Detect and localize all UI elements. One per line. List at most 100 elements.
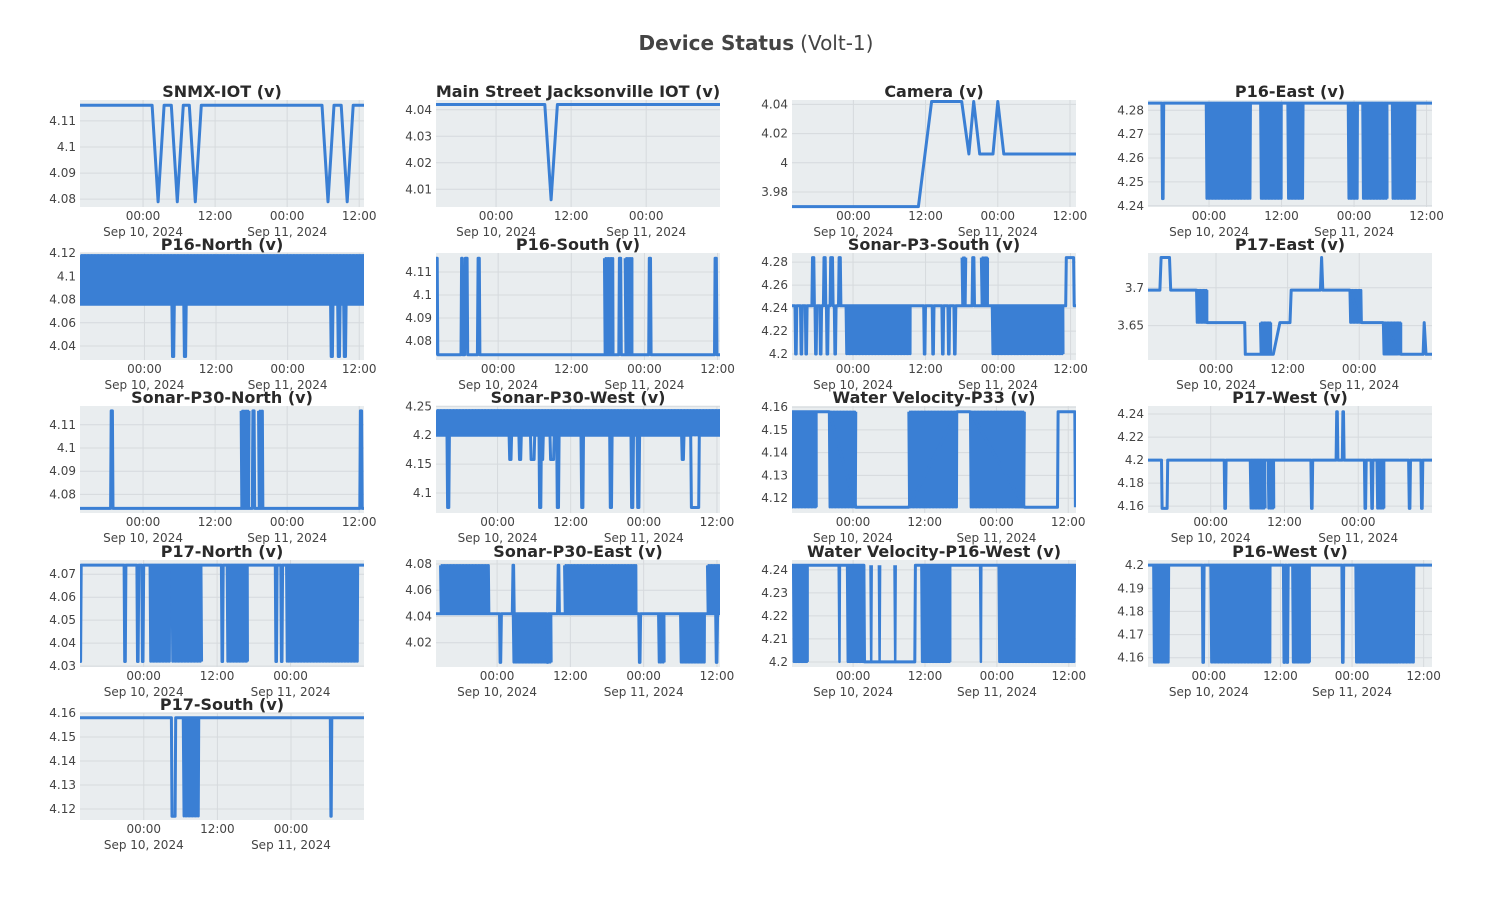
y-tick-label: 4.21 xyxy=(761,632,788,646)
subplots-grid: 4.08 4.09 4.1 4.11 00:00 Sep 10, 2024 12:00 00:… xyxy=(49,82,1444,852)
oscillation-band xyxy=(1354,563,1416,664)
trace-group xyxy=(436,563,720,664)
series-line xyxy=(80,563,364,663)
y-tick-label: 4.09 xyxy=(49,464,76,478)
y-tick-label: 4.13 xyxy=(761,468,788,482)
y-tick-label: 4.14 xyxy=(761,446,788,460)
subplot-water-velocity-p16-west: 4.2 4.21 4.22 4.23 4.24 00:00 Sep 10, 2024 12:0… xyxy=(761,542,1086,699)
x-tick-label: 00:00 xyxy=(270,515,305,529)
x-tick-label: 12:00 xyxy=(700,515,735,529)
x-tick-date-label: Sep 11, 2024 xyxy=(958,378,1038,392)
x-tick-label: 00:00 xyxy=(127,362,162,376)
series-line xyxy=(1148,101,1432,201)
y-tick-label: 4.28 xyxy=(761,255,788,269)
x-tick-label: 12:00 xyxy=(1051,515,1086,529)
y-tick-label: 4.03 xyxy=(405,129,432,143)
x-tick-label: 00:00 xyxy=(273,669,308,683)
x-tick-date-label: Sep 10, 2024 xyxy=(104,378,184,392)
figure-title: Device Status (Volt-1) xyxy=(639,31,874,55)
x-tick-label: 12:00 xyxy=(553,669,588,683)
x-tick-date-label: Sep 10, 2024 xyxy=(104,685,184,699)
oscillation-band xyxy=(827,410,858,509)
y-tick-label: 4.1 xyxy=(57,269,76,283)
y-tick-label: 4.28 xyxy=(1117,103,1144,117)
trace-group xyxy=(80,563,364,663)
x-tick-label: 00:00 xyxy=(1341,515,1376,529)
x-tick-label: 12:00 xyxy=(200,822,235,836)
x-tick-label: 12:00 xyxy=(198,515,233,529)
x-tick-label: 12:00 xyxy=(700,669,735,683)
oscillation-band xyxy=(1291,563,1311,664)
y-tick-label: 3.65 xyxy=(1117,319,1144,333)
trace-group xyxy=(80,716,364,818)
y-tick-label: 3.98 xyxy=(761,185,788,199)
y-tick-label: 4.04 xyxy=(49,636,76,650)
x-tick-label: 00:00 xyxy=(126,669,161,683)
plot-area xyxy=(80,406,364,513)
x-tick-date-label: Sep 11, 2024 xyxy=(957,685,1037,699)
y-tick-label: 4.04 xyxy=(405,609,432,623)
x-tick-label: 00:00 xyxy=(1337,209,1372,223)
x-tick-date-label: Sep 10, 2024 xyxy=(104,838,184,852)
subplot-title: P16-South (v) xyxy=(516,235,640,254)
x-tick-date-label: Sep 11, 2024 xyxy=(1312,685,1392,699)
oscillation-band xyxy=(602,257,615,356)
x-tick-label: 00:00 xyxy=(126,515,161,529)
x-tick-date-label: Sep 10, 2024 xyxy=(458,531,538,545)
x-tick-date-label: Sep 10, 2024 xyxy=(1169,685,1249,699)
x-tick-label: 00:00 xyxy=(270,209,305,223)
x-tick-label: 12:00 xyxy=(907,515,942,529)
series-line xyxy=(80,103,364,204)
subplot-title: P17-South (v) xyxy=(160,695,284,714)
plot-area xyxy=(80,713,364,820)
subplot-p17-north: 4.03 4.04 4.05 4.06 4.07 00:00 Sep 10, 2024 12:… xyxy=(49,542,364,699)
y-tick-label: 4.2 xyxy=(1125,453,1144,467)
oscillation-band xyxy=(1204,101,1252,200)
oscillation-band xyxy=(792,410,818,509)
subplot-title: P16-East (v) xyxy=(1235,82,1345,101)
oscillation-band xyxy=(225,563,249,663)
oscillation-band xyxy=(80,254,364,306)
oscillation-band xyxy=(1259,101,1283,200)
subplot-p17-east: 3.65 3.7 00:00 Sep 10, 2024 12:00 00:00 Sep 11… xyxy=(1117,235,1432,392)
x-tick-label: 12:00 xyxy=(1052,669,1087,683)
x-tick-date-label: Sep 10, 2024 xyxy=(1171,531,1251,545)
x-tick-label: 12:00 xyxy=(908,362,943,376)
subplot-title: P17-West (v) xyxy=(1232,388,1348,407)
x-tick-label: 00:00 xyxy=(836,209,871,223)
x-tick-label: 00:00 xyxy=(1192,669,1227,683)
x-tick-label: 00:00 xyxy=(981,362,1016,376)
trace-group xyxy=(436,409,720,509)
x-tick-label: 00:00 xyxy=(126,209,161,223)
oscillation-band xyxy=(170,563,204,663)
oscillation-band xyxy=(623,257,634,356)
oscillation-band xyxy=(563,564,638,616)
y-tick-label: 4.04 xyxy=(761,97,788,111)
x-tick-label: 00:00 xyxy=(1335,669,1370,683)
oscillation-band xyxy=(657,612,666,664)
oscillation-band xyxy=(285,563,360,663)
series-line xyxy=(792,100,1076,209)
oscillation-band xyxy=(990,304,1065,356)
x-tick-label: 00:00 xyxy=(836,669,871,683)
y-tick-label: 4.06 xyxy=(49,590,76,604)
x-tick-label: 12:00 xyxy=(908,209,943,223)
x-tick-date-label: Sep 11, 2024 xyxy=(247,531,327,545)
subplot-title: P16-North (v) xyxy=(161,235,284,254)
oscillation-band xyxy=(705,564,720,616)
oscillation-band xyxy=(1375,458,1386,510)
x-tick-label: 12:00 xyxy=(342,515,377,529)
subplot-p16-south: 4.08 4.09 4.1 4.11 00:00 Sep 10, 2024 12:00 00:… xyxy=(405,235,735,392)
subplot-p17-west: 4.16 4.18 4.2 4.22 4.24 00:00 Sep 10, 2024 12:0… xyxy=(1117,388,1432,545)
oscillation-band xyxy=(869,565,873,664)
x-tick-date-label: Sep 10, 2024 xyxy=(1169,225,1249,239)
trace-group xyxy=(1148,101,1432,201)
x-tick-label: 00:00 xyxy=(629,209,664,223)
x-tick-label: 00:00 xyxy=(1199,362,1234,376)
x-tick-label: 00:00 xyxy=(836,515,871,529)
x-tick-date-label: Sep 11, 2024 xyxy=(248,378,328,392)
y-tick-label: 4.26 xyxy=(761,278,788,292)
x-tick-date-label: Sep 10, 2024 xyxy=(1176,378,1256,392)
x-tick-label: 12:00 xyxy=(198,209,233,223)
y-tick-label: 4.25 xyxy=(1117,175,1144,189)
